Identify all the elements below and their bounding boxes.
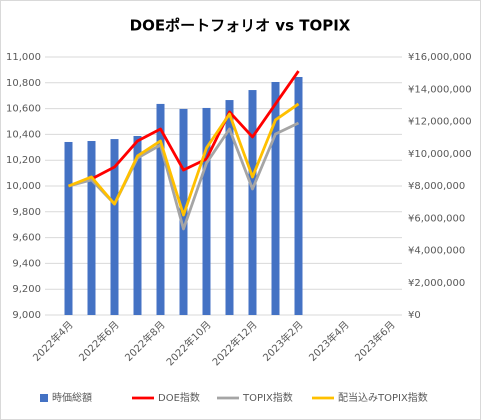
line	[67, 102, 300, 217]
bar	[294, 76, 303, 316]
y2-tick-label: ¥2,000,000	[408, 278, 465, 289]
y-tick-label: 9,000	[12, 310, 41, 321]
y2-tick-label: ¥14,000,000	[408, 84, 472, 95]
y-tick-label: 9,600	[12, 233, 41, 244]
legend-swatch	[40, 394, 48, 402]
legend-label: DOE指数	[158, 391, 200, 404]
y-tick-label: 9,800	[12, 207, 41, 218]
legend-label: TOPIX指数	[242, 391, 293, 404]
y-tick-label: 10,200	[6, 155, 41, 166]
bar	[87, 141, 96, 315]
y2-tick-label: ¥6,000,000	[408, 213, 465, 224]
y-tick-label: 10,600	[6, 104, 41, 115]
y-tick-label: 10,400	[6, 129, 41, 140]
y2-tick-label: ¥0	[408, 310, 421, 321]
bar	[202, 107, 211, 315]
y2-tick-label: ¥4,000,000	[408, 246, 465, 257]
y-tick-label: 11,000	[6, 52, 41, 63]
y2-tick-label: ¥12,000,000	[408, 117, 472, 128]
bar	[156, 103, 165, 315]
chart-title: DOEポートフォリオ vs TOPIX	[130, 17, 351, 35]
bar	[248, 90, 257, 316]
y2-tick-label: ¥16,000,000	[408, 52, 472, 63]
bar	[110, 139, 119, 315]
y-tick-label: 9,200	[12, 284, 41, 295]
y-tick-label: 10,800	[6, 78, 41, 89]
bar	[225, 100, 234, 316]
y-tick-label: 9,400	[12, 258, 41, 269]
legend-label: 配当込みTOPIX指数	[338, 391, 428, 404]
bar	[64, 141, 73, 315]
y2-tick-label: ¥10,000,000	[408, 149, 472, 160]
legend-label: 時価総額	[52, 391, 92, 404]
y-tick-label: 10,000	[6, 181, 41, 192]
bar	[271, 81, 280, 316]
y2-tick-label: ¥8,000,000	[408, 181, 465, 192]
line	[68, 70, 300, 188]
bar	[133, 136, 142, 315]
